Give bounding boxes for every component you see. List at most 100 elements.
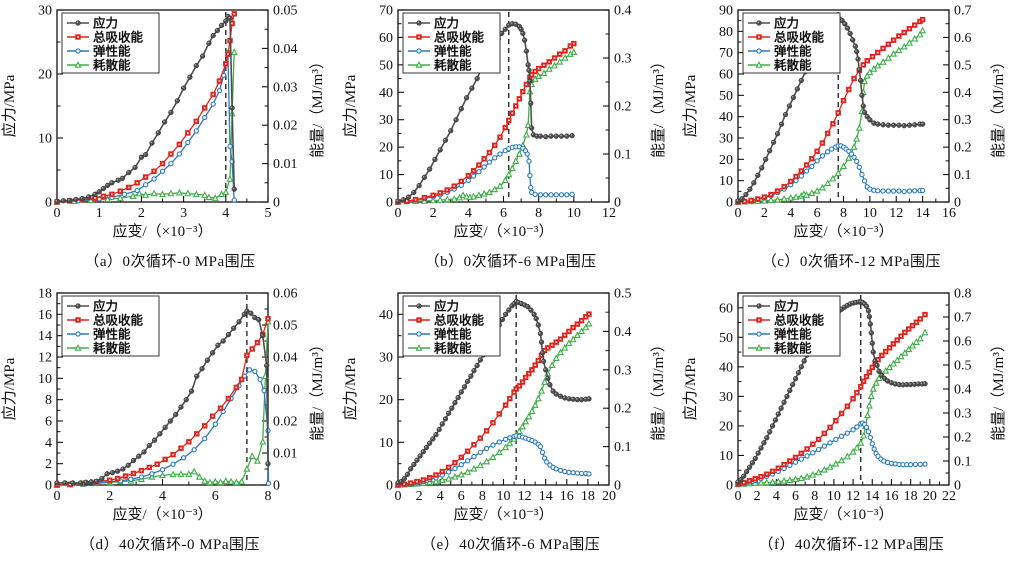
y-axis-right-label: 能量/（MJ/m³）	[990, 337, 1007, 441]
svg-text:10: 10	[566, 206, 580, 221]
svg-text:30: 30	[38, 4, 52, 19]
svg-text:18: 18	[904, 489, 918, 504]
legend-item-stress: 应力	[748, 299, 799, 314]
svg-text:0.3: 0.3	[614, 52, 632, 67]
svg-text:0: 0	[273, 196, 280, 211]
chart-panel-b: 0 2 4 6 8 10 12 0 10 20 30 40 50 60 70 0 0.1 0.2 0.3 0.4 应力/…	[341, 0, 681, 283]
svg-text:20: 20	[923, 489, 937, 504]
legend-label-elastic-energy: 弹性能	[774, 44, 812, 59]
svg-text:16: 16	[38, 308, 52, 323]
y-axis-right-label: 能量/（MJ/m³）	[650, 337, 667, 441]
svg-text:4: 4	[436, 489, 443, 504]
legend-label-elastic-energy: 弹性能	[93, 327, 131, 342]
svg-text:6: 6	[500, 206, 507, 221]
chart-canvas-b: 0 2 4 6 8 10 1201020304050607000.10.20.30.4应力/…	[341, 4, 667, 241]
legend-item-total-absorbed-energy: 总吸收能	[748, 313, 825, 328]
chart-panel-c: 0 2 4 6 8 10 12 14 16 0 10 20 30 40 50 60 70 80 90 0 0.1 0.2 0…	[681, 0, 1021, 283]
svg-text:6: 6	[792, 489, 799, 504]
svg-text:0.04: 0.04	[273, 42, 298, 57]
legend-label-elastic-energy: 弹性能	[434, 44, 472, 59]
x-axis-label: 应变/（×10⁻³）	[453, 222, 553, 240]
svg-text:3: 3	[180, 206, 187, 221]
svg-text:2: 2	[138, 206, 145, 221]
svg-text:14: 14	[916, 206, 930, 221]
svg-text:0: 0	[394, 206, 401, 221]
svg-text:10: 10	[38, 372, 52, 387]
series-dissipated-energy	[734, 328, 929, 488]
legend-label-stress: 应力	[93, 16, 118, 31]
svg-text:0.2: 0.2	[954, 431, 972, 446]
series-dissipated-energy	[394, 48, 577, 205]
svg-text:12: 12	[602, 206, 616, 221]
legend-item-elastic-energy: 弹性能	[748, 327, 812, 342]
svg-text:0.1: 0.1	[954, 455, 972, 470]
svg-text:70: 70	[719, 46, 733, 61]
svg-text:10: 10	[38, 132, 52, 147]
svg-text:0.5: 0.5	[614, 287, 632, 302]
legend-item-elastic-energy: 弹性能	[407, 327, 472, 342]
svg-text:60: 60	[719, 68, 733, 83]
legend-item-total-absorbed-energy: 总吸收能	[407, 313, 485, 328]
svg-text:14: 14	[38, 329, 52, 344]
x-axis-label: 应变/（×10⁻³）	[794, 222, 894, 240]
legend-label-stress: 应力	[434, 299, 459, 314]
svg-text:8: 8	[479, 489, 486, 504]
svg-text:0.1: 0.1	[614, 148, 632, 163]
series-total-absorbed-energy	[394, 311, 592, 488]
svg-text:8: 8	[535, 206, 542, 221]
svg-text:0: 0	[726, 196, 733, 211]
svg-text:0.2: 0.2	[954, 141, 972, 156]
svg-text:6: 6	[45, 415, 52, 430]
svg-text:0: 0	[954, 479, 961, 494]
svg-text:5: 5	[265, 206, 272, 221]
legend-item-dissipated-energy: 耗散能	[748, 341, 812, 356]
svg-text:0: 0	[954, 196, 961, 211]
legend-label-stress: 应力	[774, 299, 799, 314]
svg-text:40: 40	[719, 110, 733, 125]
chart-caption-c: （c）0次循环-12 MPa围压	[761, 254, 941, 270]
svg-text:0.03: 0.03	[273, 80, 298, 95]
svg-text:0.02: 0.02	[273, 119, 298, 134]
svg-text:6: 6	[457, 489, 464, 504]
svg-text:2: 2	[106, 489, 113, 504]
legend-label-total-absorbed-energy: 总吸收能	[93, 30, 144, 45]
svg-text:18: 18	[38, 287, 52, 302]
chart-panel-f: 0 2 4 6 8 10 12 14 16 18 20 22 0 10 20 30 40 50 60 0 0.1 0.2 0…	[681, 283, 1021, 566]
svg-text:12: 12	[517, 489, 531, 504]
chart-caption-e: （e）40次循环-6 MPa围压	[421, 537, 601, 553]
svg-text:60: 60	[379, 31, 393, 46]
y-axis-right-label: 能量/（MJ/m³）	[309, 54, 326, 158]
legend-item-stress: 应力	[407, 16, 459, 31]
svg-text:0.4: 0.4	[614, 4, 632, 19]
svg-text:4: 4	[464, 206, 471, 221]
svg-text:20: 20	[379, 141, 393, 156]
svg-text:6: 6	[814, 206, 821, 221]
legend-item-stress: 应力	[67, 16, 118, 31]
svg-text:90: 90	[719, 4, 733, 19]
legend-label-total-absorbed-energy: 总吸收能	[93, 313, 144, 328]
x-axis-label: 应变/（×10⁻³）	[112, 222, 212, 240]
axes-e: 0 2 4 6 8 10 12 14 16 18 2001020304000.10.20.30.40…	[379, 287, 632, 505]
legend-item-dissipated-energy: 耗散能	[407, 58, 472, 73]
chart-caption-d: （d）40次循环-0 MPa围压	[79, 537, 261, 553]
axes-c: 0 2 4 6 8 10 12 14 16010203040506070809000.10.20…	[719, 4, 972, 222]
svg-text:50: 50	[719, 331, 733, 346]
svg-text:0: 0	[386, 196, 393, 211]
svg-text:0: 0	[614, 196, 621, 211]
svg-text:0.1: 0.1	[614, 440, 632, 455]
svg-text:0: 0	[45, 196, 52, 211]
chart-panel-a: 0 1 2 3 4 5 0 10 20 30 0 0.01 0.02 0.03 0.04 0.05 应力/MPa…	[0, 0, 340, 283]
svg-text:40: 40	[379, 86, 393, 101]
svg-text:14: 14	[538, 489, 552, 504]
svg-text:0.6: 0.6	[954, 335, 972, 350]
legend-label-stress: 应力	[434, 16, 459, 31]
svg-text:2: 2	[754, 489, 761, 504]
legend-label-total-absorbed-energy: 总吸收能	[434, 313, 485, 328]
svg-text:8: 8	[840, 206, 847, 221]
legend-label-dissipated-energy: 耗散能	[774, 341, 812, 356]
